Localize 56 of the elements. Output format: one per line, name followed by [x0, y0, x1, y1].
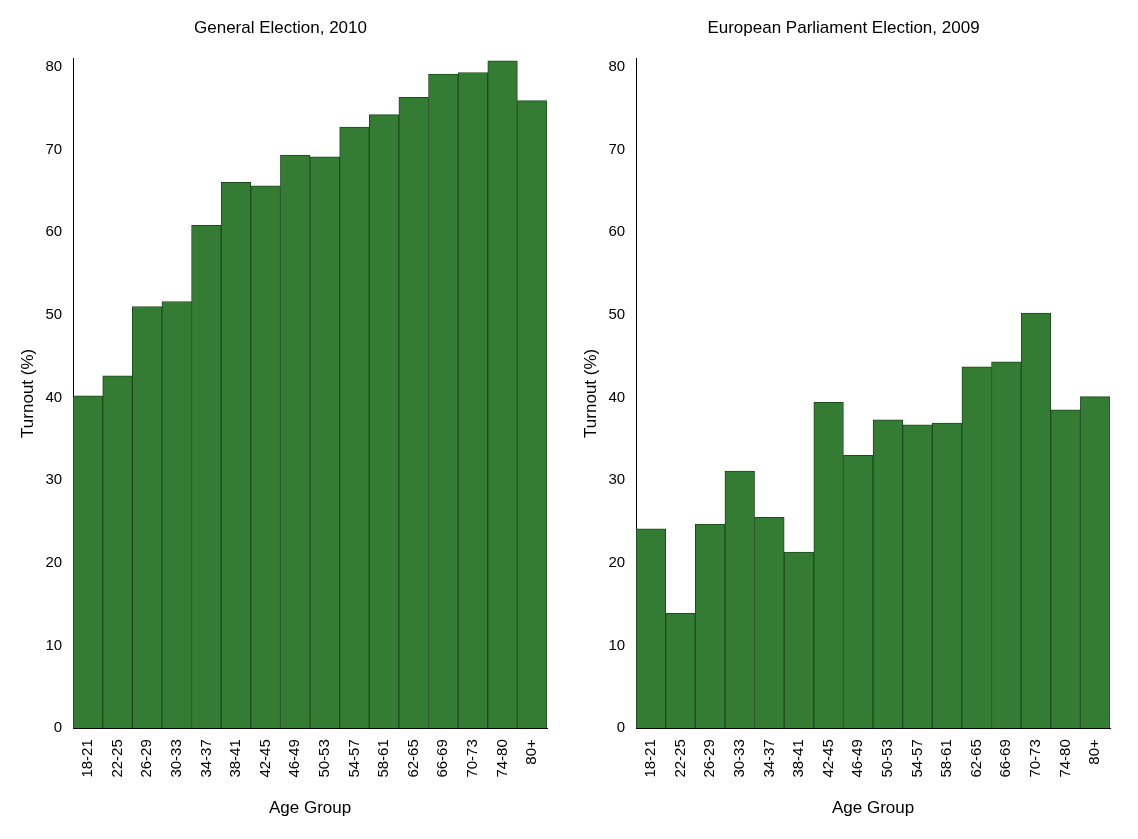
chart-title: General Election, 2010 — [194, 17, 367, 37]
x-tick-label: 34-37 — [759, 739, 777, 778]
y-tick-label: 30 — [45, 470, 63, 488]
y-axis-title: Turnout (%) — [580, 348, 600, 438]
y-tick-label: 70 — [45, 139, 63, 157]
x-tick-label: 80+ — [1085, 739, 1103, 765]
x-tick-label: 30-33 — [729, 739, 747, 778]
x-tick-label: 62-65 — [966, 739, 984, 778]
x-axis-title: Age Group — [268, 798, 352, 818]
x-tick-label: 70-73 — [463, 739, 481, 778]
y-tick-label: 50 — [608, 304, 626, 322]
y-tick-label: 10 — [45, 635, 63, 653]
x-tick-label: 18-21 — [641, 739, 659, 778]
x-tick-label: 34-37 — [196, 739, 214, 778]
y-tick-label: 0 — [616, 718, 626, 736]
y-tick-label: 20 — [608, 552, 626, 570]
y-tick-label: 60 — [45, 222, 63, 240]
x-tick-label: 46-49 — [848, 739, 866, 778]
x-tick-label: 18-21 — [78, 739, 96, 778]
x-tick-label: 66-69 — [433, 739, 451, 778]
y-tick-label: 50 — [45, 304, 63, 322]
x-tick-label: 26-29 — [700, 739, 718, 778]
x-tick-label: 80+ — [522, 739, 540, 765]
x-tick-label: 42-45 — [255, 739, 273, 778]
y-tick-label: 70 — [608, 139, 626, 157]
y-tick-label: 60 — [608, 222, 626, 240]
y-tick-label: 20 — [45, 552, 63, 570]
chart-title: European Parliament Election, 2009 — [707, 17, 980, 37]
y-axis-title: Turnout (%) — [17, 348, 37, 438]
y-tick-label: 10 — [608, 635, 626, 653]
x-tick-label: 30-33 — [166, 739, 184, 778]
x-axis-title: Age Group — [831, 798, 915, 818]
x-tick-label: 58-61 — [374, 739, 392, 778]
x-tick-label: 58-61 — [937, 739, 955, 778]
y-tick-label: 40 — [608, 387, 626, 405]
x-tick-label: 66-69 — [996, 739, 1014, 778]
x-tick-label: 50-53 — [877, 739, 895, 778]
x-tick-label: 22-25 — [107, 739, 125, 778]
y-tick-label: 80 — [608, 56, 626, 74]
x-tick-label: 42-45 — [818, 739, 836, 778]
x-tick-label: 50-53 — [314, 739, 332, 778]
y-tick-label: 80 — [45, 56, 63, 74]
y-tick-label: 30 — [608, 470, 626, 488]
x-tick-label: 46-49 — [285, 739, 303, 778]
x-tick-label: 54-57 — [344, 739, 362, 778]
x-tick-label: 22-25 — [670, 739, 688, 778]
y-tick-label: 0 — [53, 718, 63, 736]
x-tick-label: 38-41 — [226, 739, 244, 778]
y-tick-label: 40 — [45, 387, 63, 405]
x-tick-label: 54-57 — [907, 739, 925, 778]
x-tick-label: 62-65 — [403, 739, 421, 778]
x-tick-label: 70-73 — [1026, 739, 1044, 778]
x-tick-label: 26-29 — [137, 739, 155, 778]
x-tick-label: 74-80 — [492, 739, 510, 778]
x-tick-label: 38-41 — [789, 739, 807, 778]
x-tick-label: 74-80 — [1055, 739, 1073, 778]
